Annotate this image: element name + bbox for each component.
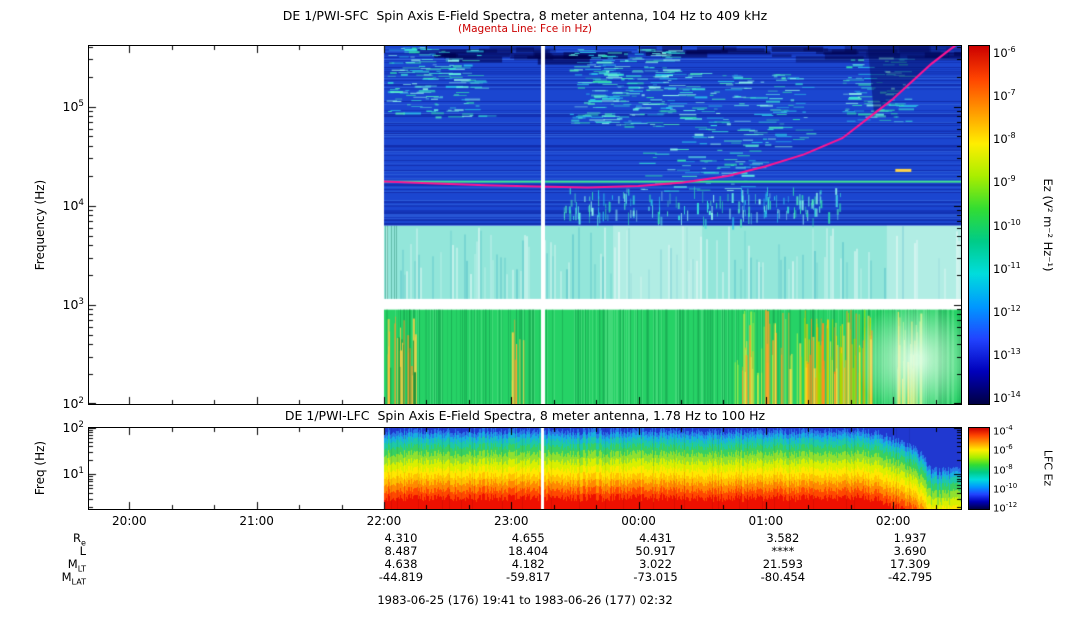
- ephemeris-value: 1.937: [893, 531, 927, 545]
- time-tick-label: 00:00: [621, 514, 656, 528]
- lfc-y-tick-label: 102: [62, 420, 84, 436]
- ephemeris-row-label: L: [79, 544, 86, 558]
- lfc-title: DE 1/PWI-LFC Spin Axis E-Field Spectra, …: [284, 408, 766, 423]
- time-tick-label: 02:00: [875, 514, 911, 528]
- sfc-y-tick-label: 104: [62, 197, 84, 213]
- sfc-spectrogram-canvas: [89, 46, 961, 404]
- ephemeris-value: 4.310: [384, 531, 418, 545]
- time-range-footer: 1983-06-25 (176) 19:41 to 1983-06-26 (17…: [377, 593, 673, 607]
- lfc-colorbar-tick-label: 10-12: [993, 501, 1018, 515]
- time-tick-label: 21:00: [239, 514, 274, 528]
- ephemeris-value: ****: [771, 544, 795, 558]
- time-tick-label: 20:00: [112, 514, 147, 528]
- ephemeris-value: 17.309: [890, 557, 931, 571]
- ephemeris-value: -73.015: [633, 570, 678, 584]
- sfc-colorbar-tick-label: 10-8: [993, 131, 1016, 147]
- lfc-colorbar-tick-label: 10-10: [993, 481, 1018, 496]
- ephemeris-row-label: Re: [73, 531, 86, 548]
- ephemeris-value: 18.404: [508, 544, 549, 558]
- ephemeris-value: 3.690: [893, 544, 927, 558]
- ephemeris-value: 4.638: [384, 557, 418, 571]
- lfc-colorbar-canvas: [969, 428, 989, 509]
- lfc-colorbar-tick-label: 10-8: [993, 462, 1013, 476]
- ephemeris-value: 50.917: [635, 544, 676, 558]
- lfc-colorbar: [968, 427, 990, 510]
- ephemeris-row-label: MLT: [67, 557, 86, 574]
- ephemeris-value: 21.593: [762, 557, 803, 571]
- ephemeris-value: 3.022: [639, 557, 673, 571]
- sfc-colorbar-tick-label: 10-9: [993, 174, 1016, 190]
- sfc-spectrogram-panel: [88, 45, 962, 405]
- sfc-colorbar-tick-label: 10-10: [993, 217, 1021, 233]
- time-tick-label: 23:00: [493, 514, 529, 528]
- sfc-y-tick-label: 105: [62, 98, 84, 114]
- sfc-colorbar-tick-label: 10-6: [993, 45, 1016, 60]
- sfc-y-axis-label: Frequency (Hz): [33, 179, 47, 271]
- lfc-spectrogram-panel: [88, 427, 962, 510]
- sfc-subtitle-fce-note: (Magenta Line: Fce in Hz): [457, 23, 593, 35]
- sfc-y-tick-label: 102: [62, 396, 84, 412]
- ephemeris-value: -44.819: [378, 570, 424, 584]
- sfc-title: DE 1/PWI-SFC Spin Axis E-Field Spectra, …: [282, 8, 768, 23]
- ephemeris-value: -59.817: [506, 570, 551, 584]
- sfc-y-tick-label: 103: [62, 296, 84, 313]
- ephemeris-value: -80.454: [760, 570, 806, 584]
- time-tick-label: 22:00: [366, 514, 402, 528]
- lfc-colorbar-tick-label: 10-4: [993, 424, 1013, 438]
- sfc-colorbar-tick-label: 10-11: [993, 260, 1021, 276]
- sfc-colorbar-tick-label: 10-7: [993, 88, 1016, 103]
- sfc-colorbar-tick-label: 10-12: [993, 303, 1021, 319]
- time-tick-label: 01:00: [748, 514, 784, 528]
- lfc-colorbar-tick-label: 10-6: [993, 443, 1013, 457]
- lfc-y-tick-label: 101: [62, 466, 84, 482]
- lfc-spectrogram-canvas: [89, 428, 961, 509]
- ephemeris-value: 4.431: [639, 531, 673, 545]
- sfc-colorbar-tick-label: 10-13: [993, 346, 1021, 362]
- ephemeris-value: 8.487: [384, 544, 418, 558]
- ephemeris-row-label: MLAT: [61, 570, 86, 587]
- ephemeris-value: 4.655: [511, 531, 545, 545]
- ephemeris-value: 4.182: [511, 557, 545, 571]
- sfc-colorbar-canvas: [969, 46, 989, 404]
- sfc-colorbar-tick-label: 10-14: [993, 390, 1021, 405]
- ephemeris-value: 3.582: [766, 531, 800, 545]
- sfc-colorbar: [968, 45, 990, 405]
- ephemeris-value: -42.795: [887, 570, 933, 584]
